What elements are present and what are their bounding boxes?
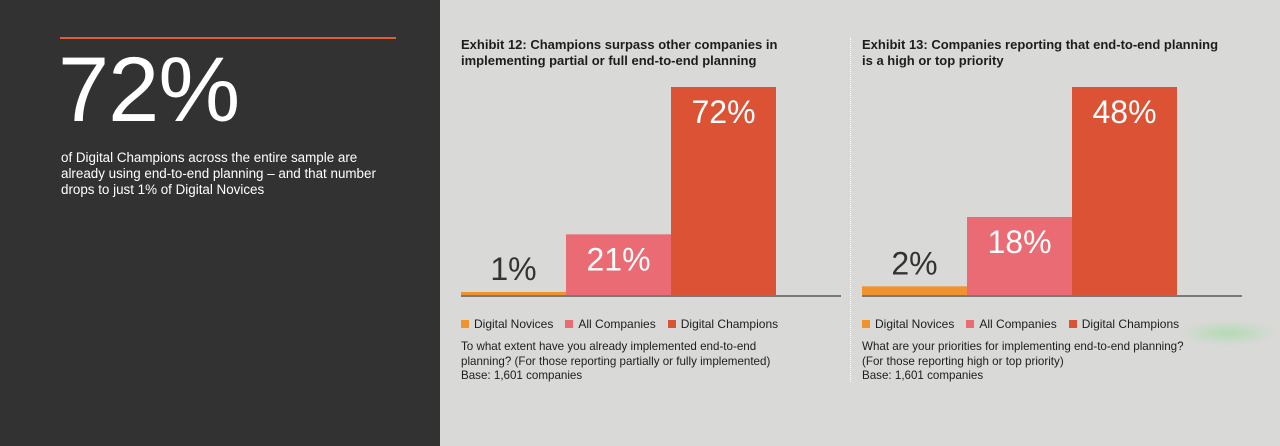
note-line: Base: 1,601 companies — [862, 369, 984, 382]
exhibit-divider — [850, 38, 851, 382]
note-line: What are your priorities for implementin… — [862, 340, 1184, 353]
legend-label: Digital Champions — [680, 317, 779, 331]
data-label-all-companies: 21% — [586, 241, 650, 277]
legend-swatch-all-companies — [966, 320, 975, 328]
legend-item-digital-champions: Digital Champions — [667, 317, 779, 331]
note-line: (For those reporting high or top priorit… — [862, 354, 1064, 368]
legend-item-digital-novices: Digital Novices — [862, 317, 954, 331]
legend-swatch-digital-champions — [667, 320, 676, 328]
data-label-digital-novices: 1% — [490, 251, 536, 287]
highlight-panel: 72% of Digital Champions across the enti… — [0, 0, 440, 446]
bar-digital-novices — [862, 286, 967, 295]
legend-item-digital-champions: Digital Champions — [1068, 317, 1180, 331]
exhibit-13-title: Exhibit 13: Companies reporting that end… — [862, 37, 1247, 69]
title-line: Exhibit 12: Champions surpass other comp… — [461, 37, 778, 52]
exhibit-12-legend: Digital Novices All Companies Digital Ch… — [461, 317, 778, 331]
exhibit-13-note: What are your priorities for implementin… — [862, 340, 1222, 384]
data-label-all-companies: 18% — [987, 224, 1051, 260]
legend-swatch-all-companies — [565, 320, 574, 328]
data-label-digital-champions: 72% — [691, 94, 755, 130]
description-line: drops to just 1% of Digital Novices — [61, 182, 265, 197]
title-line: is a high or top priority — [862, 53, 1004, 68]
exhibit-12: Exhibit 12: Champions surpass other comp… — [461, 0, 846, 446]
legend-label: Digital Novices — [875, 317, 955, 331]
bar-digital-champions — [1072, 87, 1177, 295]
legend-swatch-digital-champions — [1068, 320, 1077, 328]
exhibit-12-title: Exhibit 12: Champions surpass other comp… — [461, 37, 821, 69]
bar-all-companies — [566, 234, 671, 295]
title-line: Exhibit 13: Companies reporting that end… — [862, 37, 1219, 52]
description-line: of Digital Champions across the entire s… — [61, 150, 358, 165]
note-line: Base: 1,601 companies — [461, 369, 583, 382]
bar-all-companies — [967, 217, 1072, 295]
legend-item-all-companies: All Companies — [966, 317, 1057, 331]
legend-swatch-digital-novices — [461, 320, 469, 328]
exhibit-13-chart: 2% 18% 48% — [862, 87, 1242, 297]
legend-label: Digital Novices — [474, 317, 554, 331]
data-label-digital-novices: 2% — [891, 245, 937, 281]
bar-digital-champions — [671, 87, 776, 295]
data-label-digital-champions: 48% — [1092, 94, 1156, 130]
description-line: already using end-to-end planning – and … — [61, 166, 376, 181]
highlight-stat: 72% — [58, 39, 240, 141]
legend-swatch-digital-novices — [862, 320, 870, 328]
legend-label: Digital Champions — [1081, 317, 1180, 331]
legend-label: All Companies — [578, 317, 656, 331]
highlight-smudge — [1178, 320, 1278, 346]
legend-label: All Companies — [979, 317, 1057, 331]
accent-rule — [60, 37, 396, 39]
legend-item-digital-novices: Digital Novices — [461, 317, 553, 331]
note-line: To what extent have you already implemen… — [461, 340, 757, 353]
title-line: implementing partial or full end-to-end … — [461, 53, 757, 68]
bar-digital-novices — [461, 292, 566, 295]
note-line: planning? (For those reporting partially… — [461, 354, 771, 368]
highlight-description: of Digital Champions across the entire s… — [61, 150, 391, 198]
legend-item-all-companies: All Companies — [565, 317, 656, 331]
exhibit-12-chart: 1% 21% 72% — [461, 87, 841, 297]
exhibit-13: Exhibit 13: Companies reporting that end… — [862, 0, 1247, 446]
exhibit-13-legend: Digital Novices All Companies Digital Ch… — [862, 317, 1179, 331]
exhibit-12-note: To what extent have you already implemen… — [461, 340, 821, 384]
